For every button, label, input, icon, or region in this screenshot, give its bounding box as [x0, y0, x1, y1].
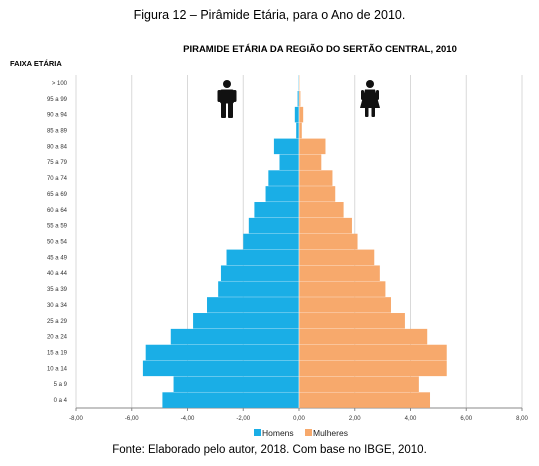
legend-swatch-homens — [254, 429, 261, 436]
bar-mulheres-3 — [299, 344, 447, 361]
y-tick-label: 25 a 29 — [47, 319, 68, 325]
bar-homens-14 — [268, 170, 299, 186]
bar-mulheres-5 — [299, 313, 405, 329]
bar-mulheres-0 — [299, 392, 431, 408]
x-tick-label: 2,00 — [349, 416, 361, 422]
y-tick-label: 10 a 14 — [47, 366, 68, 372]
bar-mulheres-1 — [299, 376, 419, 392]
x-tick-label: 4,00 — [405, 416, 417, 422]
y-tick-label: 65 a 69 — [47, 192, 68, 198]
y-tick-label: 0 a 4 — [54, 398, 68, 404]
y-axis-title: FAIXA ETÁRIA — [10, 59, 62, 68]
bar-mulheres-10 — [299, 233, 358, 250]
bar-homens-11 — [248, 217, 299, 234]
x-tick-label: 0,00 — [293, 416, 305, 422]
y-tick-label: 70 a 74 — [47, 176, 68, 182]
y-tick-label: 75 a 79 — [47, 160, 68, 166]
y-tick-label: 55 a 59 — [47, 224, 68, 230]
bars — [142, 75, 447, 408]
bar-homens-3 — [145, 344, 299, 361]
bar-homens-1 — [173, 376, 299, 392]
y-tick-label: 45 a 49 — [47, 255, 68, 261]
bar-homens-18 — [294, 106, 299, 123]
bar-homens-10 — [243, 233, 299, 250]
legend-swatch-mulheres — [305, 429, 312, 436]
bar-homens-8 — [220, 265, 299, 281]
y-tick-label: 85 a 89 — [47, 129, 68, 135]
y-tick-label: 35 a 39 — [47, 287, 68, 293]
y-tick-label: 90 a 94 — [47, 113, 68, 119]
y-tick-label: 50 a 54 — [47, 240, 68, 246]
bar-mulheres-16 — [299, 138, 326, 155]
x-tick-label: -8,00 — [69, 416, 83, 422]
y-tick-label: 95 a 99 — [47, 97, 68, 103]
x-tick-labels: -8,00 -6,00 -4,00 -2,00 0,00 2,00 4,00 6,00 8,00 — [69, 416, 528, 422]
y-tick-label: 5 a 9 — [54, 382, 68, 388]
bar-mulheres-13 — [299, 186, 336, 202]
bar-homens-16 — [273, 138, 299, 155]
x-tick-label: 6,00 — [460, 416, 472, 422]
bar-mulheres-9 — [299, 249, 375, 266]
y-tick-label: 60 a 64 — [47, 208, 68, 214]
bar-mulheres-7 — [299, 281, 386, 297]
x-tick-label: -6,00 — [125, 416, 139, 422]
bar-mulheres-19 — [299, 91, 301, 107]
bar-homens-12 — [254, 202, 299, 218]
bar-homens-0 — [162, 392, 299, 408]
source-note: Fonte: Elaborado pelo autor, 2018. Com b… — [112, 444, 427, 456]
bar-homens-5 — [193, 313, 299, 329]
bar-mulheres-14 — [299, 170, 333, 186]
bar-mulheres-2 — [299, 360, 447, 377]
bar-mulheres-11 — [299, 217, 352, 234]
y-tick-label: 30 a 34 — [47, 303, 68, 309]
bar-mulheres-18 — [299, 106, 304, 123]
y-tick-label: 15 a 19 — [47, 351, 68, 357]
bar-mulheres-12 — [299, 202, 344, 218]
bar-mulheres-15 — [299, 154, 322, 170]
legend-label-mulheres: Mulheres — [313, 428, 348, 438]
bar-homens-15 — [279, 154, 299, 170]
chart-title: PIRAMIDE ETÁRIA DA REGIÃO DO SERTÃO CENT… — [183, 44, 457, 55]
y-tick-label: 40 a 44 — [47, 271, 68, 277]
bar-homens-2 — [142, 360, 299, 377]
bar-homens-7 — [218, 281, 299, 297]
bar-homens-4 — [170, 328, 299, 345]
y-tick-label: 80 a 84 — [47, 144, 68, 150]
y-tick-labels: 0 a 4 5 a 9 10 a 14 15 a 19 20 a 24 25 a 29 30… — [47, 81, 68, 404]
legend: Homens Mulheres — [254, 428, 348, 438]
bar-homens-13 — [265, 186, 299, 202]
bar-mulheres-8 — [299, 265, 380, 281]
y-tick-label: > 100 — [52, 81, 68, 87]
male-person-icon — [217, 80, 237, 118]
bar-homens-6 — [207, 297, 299, 313]
legend-label-homens: Homens — [262, 428, 294, 438]
x-tick-label: -2,00 — [236, 416, 250, 422]
female-person-icon — [360, 80, 380, 117]
bar-mulheres-6 — [299, 297, 391, 313]
bar-homens-19 — [297, 91, 299, 107]
bar-mulheres-17 — [299, 122, 302, 139]
x-tick-label: 8,00 — [516, 416, 528, 422]
x-tick-label: -4,00 — [181, 416, 195, 422]
y-tick-label: 20 a 24 — [47, 335, 68, 341]
bar-homens-9 — [226, 249, 299, 266]
bar-mulheres-4 — [299, 328, 428, 345]
figure-caption: Figura 12 – Pirâmide Etária, para o Ano … — [133, 8, 406, 22]
bar-homens-17 — [296, 122, 299, 139]
